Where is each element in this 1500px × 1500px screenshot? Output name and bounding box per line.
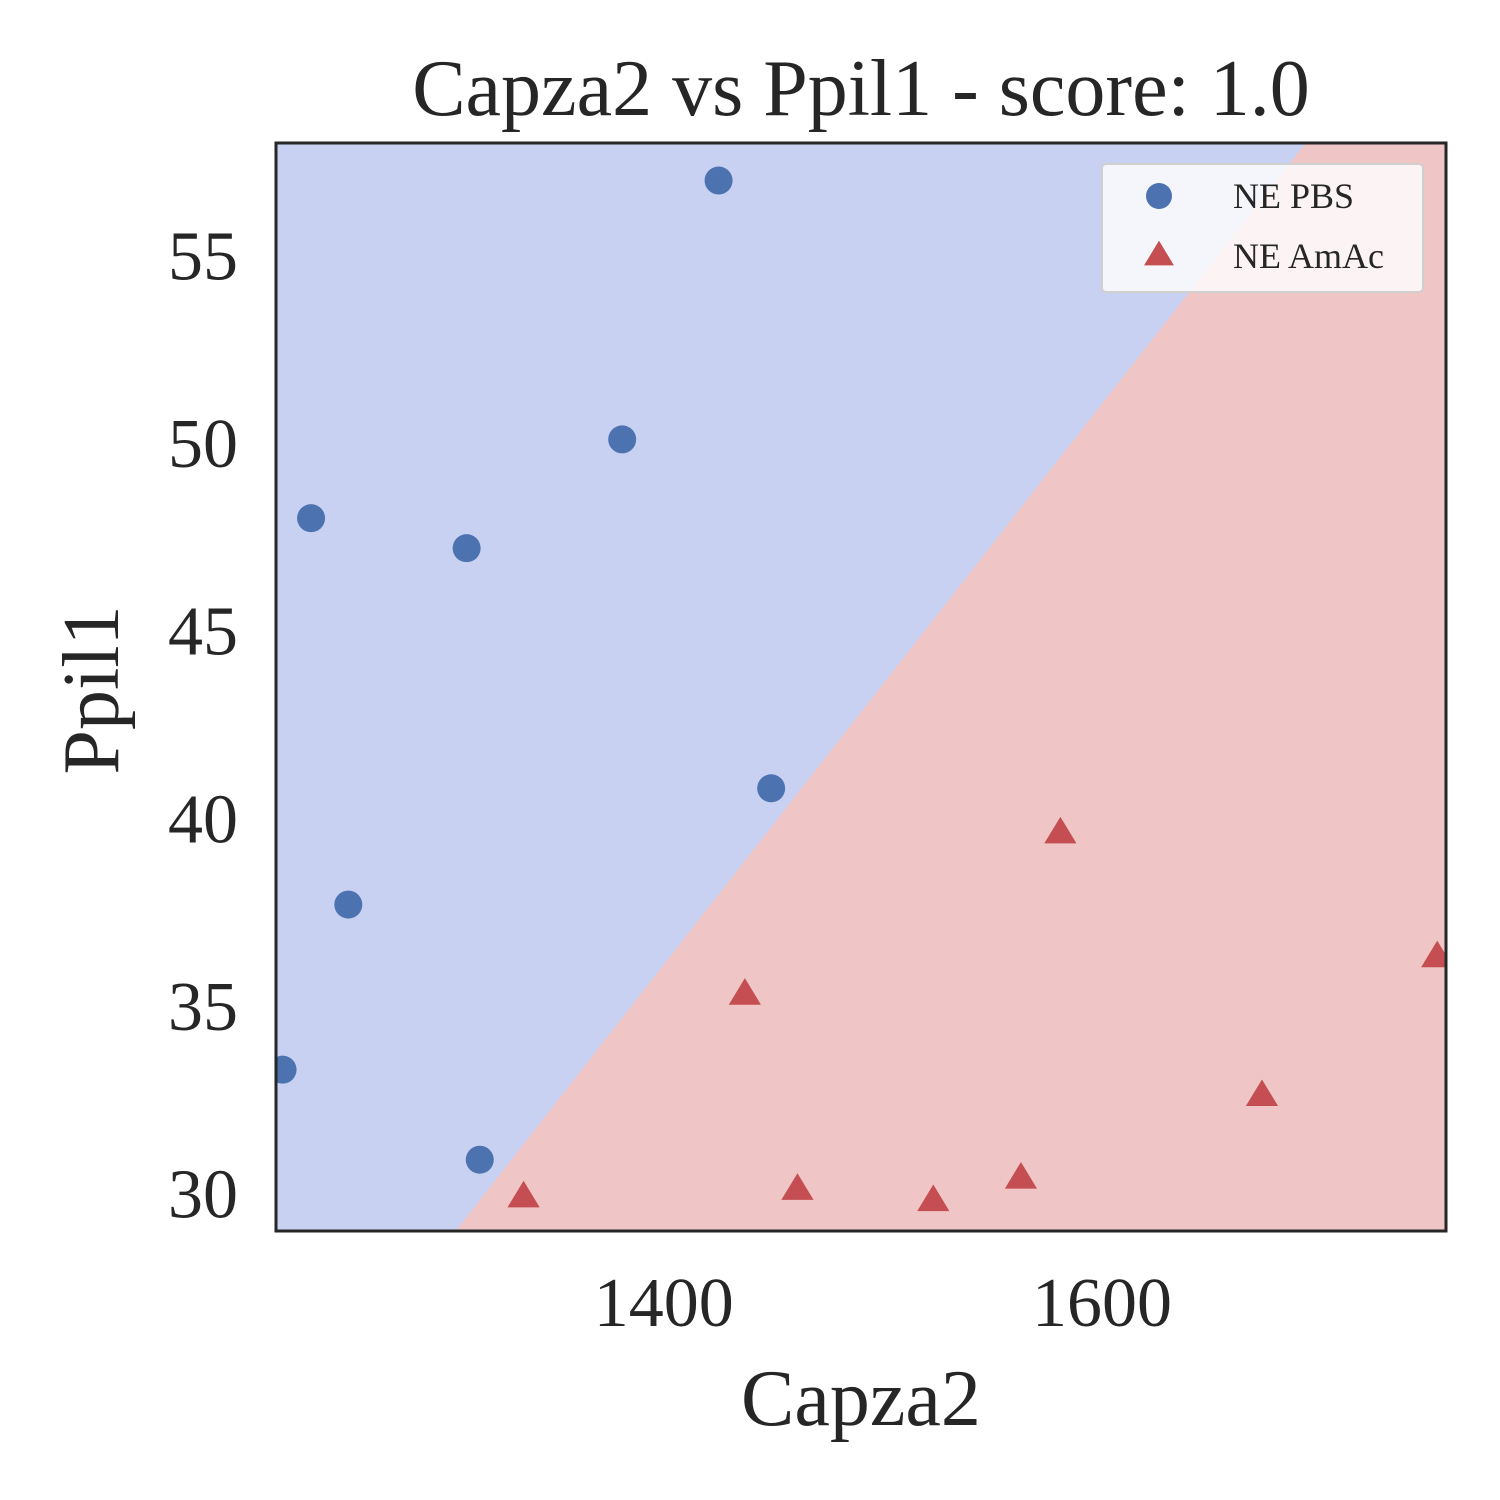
ne-amac-point — [1044, 816, 1077, 844]
ne-pbs-point — [704, 166, 733, 195]
y-axis-ticks: 30 35 40 45 50 55 — [168, 219, 238, 1234]
ne-pbs-point — [608, 425, 637, 454]
ne-pbs-point — [276, 1055, 297, 1084]
plot-area — [274, 141, 1448, 1233]
x-tick-label: 1600 — [1032, 1265, 1172, 1342]
y-tick-label: 35 — [168, 969, 238, 1046]
ne-pbs-point — [334, 890, 363, 919]
data-points — [276, 166, 1446, 1212]
legend-circle-icon — [1146, 183, 1172, 209]
ne-pbs-point — [465, 1145, 494, 1174]
y-tick-label: 40 — [168, 781, 238, 858]
y-tick-label: 30 — [168, 1156, 238, 1233]
ne-pbs-point — [297, 504, 326, 533]
chart-title: Capza2 vs Ppil1 - score: 1.0 — [412, 45, 1310, 133]
legend-box — [1101, 163, 1424, 293]
ne-amac-point — [728, 978, 761, 1005]
y-tick-label: 55 — [168, 219, 238, 296]
legend-label: NE AmAc — [1233, 236, 1384, 276]
legend-label: NE PBS — [1233, 176, 1354, 216]
y-tick-label: 45 — [168, 594, 238, 671]
region-ne-amac — [455, 143, 1446, 1231]
legend: NE PBS NE AmAc — [1101, 163, 1424, 293]
ne-amac-point — [917, 1184, 950, 1212]
ne-amac-point — [781, 1173, 814, 1200]
x-axis-label: Capza2 — [741, 1355, 981, 1443]
ne-amac-point — [1245, 1079, 1279, 1107]
ne-pbs-point — [452, 534, 481, 563]
ne-pbs-point — [757, 774, 786, 803]
legend-triangle-icon — [1144, 240, 1174, 266]
y-tick-label: 50 — [168, 406, 238, 483]
x-tick-label: 1400 — [594, 1265, 734, 1342]
ne-amac-point — [507, 1180, 540, 1208]
x-axis-ticks: 1400 1600 — [594, 1265, 1172, 1342]
ne-amac-point — [1004, 1161, 1038, 1189]
plot-frame — [274, 141, 1448, 1233]
ne-amac-point — [1421, 940, 1446, 968]
y-axis-label: Ppil1 — [48, 606, 136, 775]
decision-regions — [276, 143, 1446, 1231]
